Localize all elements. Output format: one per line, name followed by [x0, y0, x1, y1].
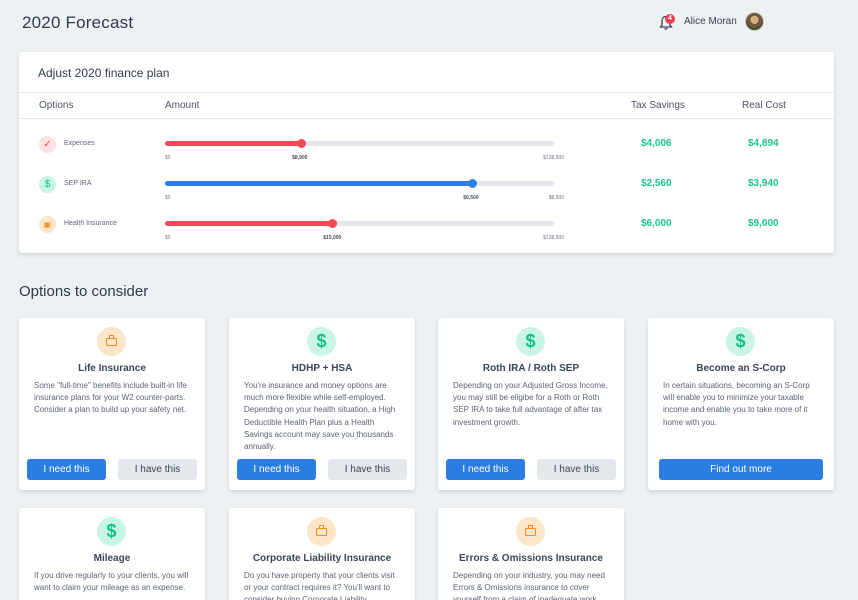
check-icon: ✓	[39, 136, 56, 153]
amount-slider[interactable]: $0 $8,900 $138,500	[165, 139, 564, 161]
dollar-icon: $	[307, 327, 336, 356]
row-label: SEP IRA	[64, 180, 92, 187]
briefcase-icon	[516, 517, 545, 546]
real-cost-value: $4,894	[748, 138, 779, 149]
option-title: Errors & Omissions Insurance	[459, 553, 603, 564]
slider-fill	[165, 181, 473, 186]
option-card-roth-ira-roth-sep: $ Roth IRA / Roth SEP Depending on your Ad…	[438, 318, 624, 490]
amount-slider[interactable]: $0 $6,500 $8,500	[165, 179, 564, 201]
briefcase-icon: ▣	[39, 216, 56, 233]
slider-fill	[165, 141, 302, 146]
option-title: Life Insurance	[78, 363, 146, 374]
slider-value-label: $8,900	[292, 155, 308, 161]
slider-value-label: $15,000	[323, 235, 342, 241]
amount-slider[interactable]: $0 $15,000 $138,500	[165, 219, 564, 241]
dollar-icon: $	[516, 327, 545, 356]
column-header-real-cost: Real Cost	[742, 100, 786, 111]
plan-row: ▣ Health Insurance $0 $15,000 $138,500 $6,000…	[19, 216, 834, 256]
dollar-icon: $	[39, 176, 56, 193]
avatar[interactable]	[745, 12, 764, 31]
option-title: Corporate Liability Insurance	[252, 553, 392, 564]
divider	[19, 118, 834, 119]
option-title: Mileage	[93, 553, 131, 564]
finance-plan-card: Adjust 2020 finance plan Options Amount …	[19, 52, 834, 253]
find-out-more-button[interactable]: Find out more	[659, 459, 823, 480]
tax-savings-value: $4,006	[641, 138, 672, 149]
notification-badge: 4	[665, 14, 675, 24]
need-this-button[interactable]: I need this	[27, 459, 106, 480]
need-this-button[interactable]: I need this	[237, 459, 316, 480]
option-card-corporate-liability-insurance: Corporate Liability Insurance Do you have…	[229, 508, 415, 600]
top-bar: 2020 Forecast 4 Alice Moran	[0, 0, 858, 48]
slider-handle[interactable]	[328, 219, 338, 228]
briefcase-handle	[319, 525, 324, 529]
slider-min-label: $0	[165, 235, 171, 241]
plan-title: Adjust 2020 finance plan	[38, 66, 170, 80]
option-description: In certain situations, becoming an S-Cor…	[663, 381, 810, 427]
briefcase-icon	[97, 327, 126, 356]
section-title: Options to consider	[19, 283, 149, 300]
page-title: 2020 Forecast	[22, 13, 134, 32]
briefcase-handle	[528, 525, 533, 529]
plan-row: ✓ Expenses $0 $8,900 $138,500 $4,006 $4,894	[19, 136, 834, 176]
slider-max-label: $138,500	[543, 235, 564, 241]
option-description: Depending on your industry, you may need…	[453, 571, 605, 600]
plan-row: $ SEP IRA $0 $6,500 $8,500 $2,560 $3,940	[19, 176, 834, 216]
option-description: Depending on your Adjusted Gross Income,…	[453, 381, 608, 427]
real-cost-value: $9,000	[748, 218, 779, 229]
option-title: Become an S-Corp	[696, 363, 786, 374]
tax-savings-value: $6,000	[641, 218, 672, 229]
column-header-amount: Amount	[165, 100, 200, 111]
real-cost-value: $3,940	[748, 178, 779, 189]
briefcase-body	[316, 528, 327, 536]
have-this-button[interactable]: I have this	[537, 459, 616, 480]
option-description: If you drive regularly to your clients, …	[34, 571, 189, 593]
have-this-button[interactable]: I have this	[328, 459, 407, 480]
have-this-button[interactable]: I have this	[118, 459, 197, 480]
option-description: Some "full-time" benefits include built-…	[34, 381, 187, 415]
dollar-icon: $	[97, 517, 126, 546]
briefcase-body	[106, 338, 117, 346]
option-card-become-an-s-corp: $ Become an S-Corp In certain situations, …	[648, 318, 834, 490]
slider-max-label: $138,500	[543, 155, 564, 161]
slider-min-label: $0	[165, 195, 171, 201]
option-description: You're insurance and money options are m…	[244, 381, 396, 452]
slider-handle[interactable]	[468, 179, 478, 188]
slider-value-label: $6,500	[463, 195, 479, 201]
user-name[interactable]: Alice Moran	[684, 16, 737, 27]
column-header-options: Options	[39, 100, 74, 111]
option-title: HDHP + HSA	[291, 363, 353, 374]
slider-fill	[165, 221, 333, 226]
briefcase-body	[525, 528, 536, 536]
option-card-life-insurance: Life Insurance Some "full-time" benefits …	[19, 318, 205, 490]
slider-handle[interactable]	[297, 139, 307, 148]
option-description: Do you have property that your clients v…	[244, 571, 395, 600]
column-header-tax-savings: Tax Savings	[631, 100, 685, 111]
need-this-button[interactable]: I need this	[446, 459, 525, 480]
row-label: Expenses	[64, 140, 95, 147]
dollar-icon: $	[726, 327, 755, 356]
option-card-mileage: $ Mileage If you drive regularly to your c…	[19, 508, 205, 600]
briefcase-icon	[307, 517, 336, 546]
tax-savings-value: $2,560	[641, 178, 672, 189]
option-title: Roth IRA / Roth SEP	[482, 363, 580, 374]
slider-max-label: $8,500	[548, 195, 564, 201]
divider	[19, 92, 834, 93]
briefcase-handle	[109, 335, 114, 339]
row-label: Health Insurance	[64, 220, 117, 227]
option-card-errors-omissions-insurance: Errors & Omissions Insurance Depending on…	[438, 508, 624, 600]
slider-min-label: $0	[165, 155, 171, 161]
option-card-hdhp-hsa: $ HDHP + HSA You're insurance and money op…	[229, 318, 415, 490]
